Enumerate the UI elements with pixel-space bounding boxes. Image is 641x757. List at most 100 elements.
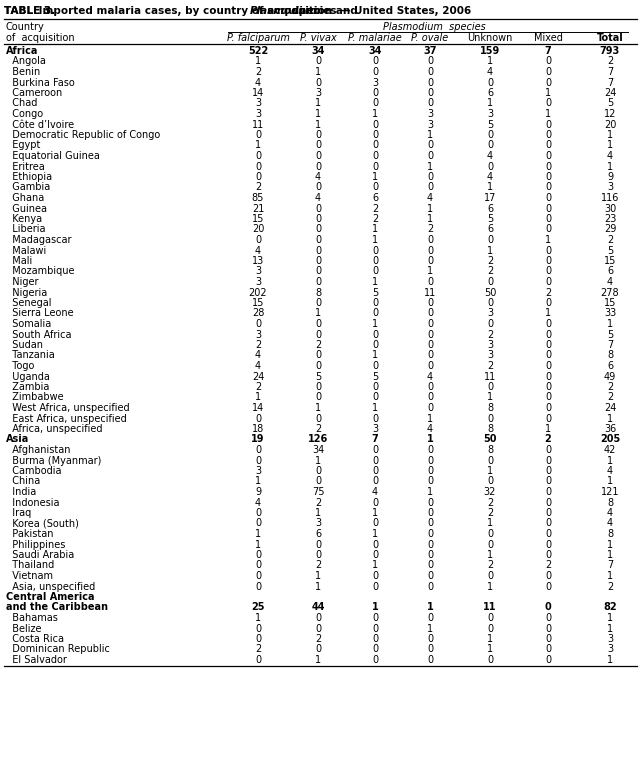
Text: 1: 1 (487, 466, 493, 476)
Text: 12: 12 (604, 109, 616, 119)
Text: 1: 1 (427, 487, 433, 497)
Text: 0: 0 (545, 571, 551, 581)
Text: 159: 159 (480, 46, 500, 56)
Text: 0: 0 (545, 655, 551, 665)
Text: 0: 0 (545, 350, 551, 360)
Text: Costa Rica: Costa Rica (6, 634, 64, 644)
Text: 0: 0 (255, 519, 261, 528)
Text: 1: 1 (255, 529, 261, 539)
Text: 7: 7 (607, 77, 613, 88)
Text: 1: 1 (427, 413, 433, 423)
Text: 0: 0 (255, 571, 261, 581)
Text: 0: 0 (545, 161, 551, 172)
Text: 34: 34 (312, 445, 324, 455)
Text: 0: 0 (255, 508, 261, 518)
Text: 1: 1 (315, 109, 321, 119)
Text: 121: 121 (601, 487, 619, 497)
Text: 2: 2 (255, 182, 261, 192)
Text: 6: 6 (372, 193, 378, 203)
Text: 1: 1 (427, 161, 433, 172)
Text: Gambia: Gambia (6, 182, 50, 192)
Text: Senegal: Senegal (6, 298, 51, 308)
Text: 1: 1 (372, 235, 378, 245)
Text: 0: 0 (545, 624, 551, 634)
Text: 6: 6 (607, 266, 613, 276)
Text: Plasmodium  species: Plasmodium species (383, 22, 485, 32)
Text: 3: 3 (255, 329, 261, 339)
Text: 3: 3 (487, 340, 493, 350)
Text: Indonesia: Indonesia (6, 497, 60, 507)
Text: 2: 2 (315, 340, 321, 350)
Text: 50: 50 (483, 435, 497, 444)
Text: Eritrea: Eritrea (6, 161, 45, 172)
Text: 0: 0 (315, 476, 321, 487)
Text: 4: 4 (255, 350, 261, 360)
Text: 1: 1 (372, 225, 378, 235)
Text: 0: 0 (545, 298, 551, 308)
Text: 0: 0 (545, 57, 551, 67)
Text: 0: 0 (372, 634, 378, 644)
Text: TABLE 3.: TABLE 3. (4, 6, 55, 16)
Text: 0: 0 (427, 456, 433, 466)
Text: 0: 0 (487, 319, 493, 329)
Text: 1: 1 (545, 109, 551, 119)
Text: 0: 0 (427, 350, 433, 360)
Text: Mozambique: Mozambique (6, 266, 74, 276)
Text: Plasmodium: Plasmodium (250, 6, 321, 16)
Text: 0: 0 (427, 497, 433, 507)
Text: 0: 0 (545, 403, 551, 413)
Text: 0: 0 (255, 413, 261, 423)
Text: Benin: Benin (6, 67, 40, 77)
Text: 0: 0 (372, 130, 378, 140)
Text: 0: 0 (372, 98, 378, 108)
Text: 1: 1 (372, 319, 378, 329)
Text: 0: 0 (545, 329, 551, 339)
Text: 3: 3 (427, 120, 433, 129)
Text: 15: 15 (604, 298, 616, 308)
Text: 8: 8 (487, 424, 493, 434)
Text: Kenya: Kenya (6, 214, 42, 224)
Text: Burma (Myanmar): Burma (Myanmar) (6, 456, 101, 466)
Text: 11: 11 (424, 288, 436, 298)
Text: 2: 2 (545, 288, 551, 298)
Text: 278: 278 (601, 288, 619, 298)
Text: 0: 0 (372, 445, 378, 455)
Text: 0: 0 (372, 413, 378, 423)
Text: 2: 2 (372, 204, 378, 213)
Text: 1: 1 (255, 476, 261, 487)
Text: 1: 1 (545, 309, 551, 319)
Text: 0: 0 (545, 182, 551, 192)
Text: 0: 0 (427, 508, 433, 518)
Text: 5: 5 (487, 214, 493, 224)
Text: 0: 0 (372, 540, 378, 550)
Text: 4: 4 (255, 77, 261, 88)
Text: 0: 0 (427, 67, 433, 77)
Text: 3: 3 (372, 424, 378, 434)
Text: 2: 2 (607, 382, 613, 392)
Text: 4: 4 (427, 372, 433, 382)
Text: 0: 0 (372, 466, 378, 476)
Text: 0: 0 (315, 161, 321, 172)
Text: 1: 1 (372, 508, 378, 518)
Text: 1: 1 (607, 476, 613, 487)
Text: 0: 0 (255, 634, 261, 644)
Text: 7: 7 (372, 435, 378, 444)
Text: 0: 0 (372, 361, 378, 371)
Text: 82: 82 (603, 603, 617, 612)
Text: 0: 0 (372, 613, 378, 623)
Text: 1: 1 (487, 182, 493, 192)
Text: 1: 1 (315, 456, 321, 466)
Text: 1: 1 (427, 603, 433, 612)
Text: 0: 0 (487, 298, 493, 308)
Text: 1: 1 (372, 172, 378, 182)
Text: 0: 0 (372, 392, 378, 403)
Text: 1: 1 (427, 266, 433, 276)
Text: Asia, unspecified: Asia, unspecified (6, 581, 96, 591)
Text: 0: 0 (427, 329, 433, 339)
Text: 0: 0 (545, 476, 551, 487)
Text: Iraq: Iraq (6, 508, 31, 518)
Text: 0: 0 (427, 644, 433, 655)
Text: 1: 1 (607, 655, 613, 665)
Text: 0: 0 (427, 88, 433, 98)
Text: 36: 36 (604, 424, 616, 434)
